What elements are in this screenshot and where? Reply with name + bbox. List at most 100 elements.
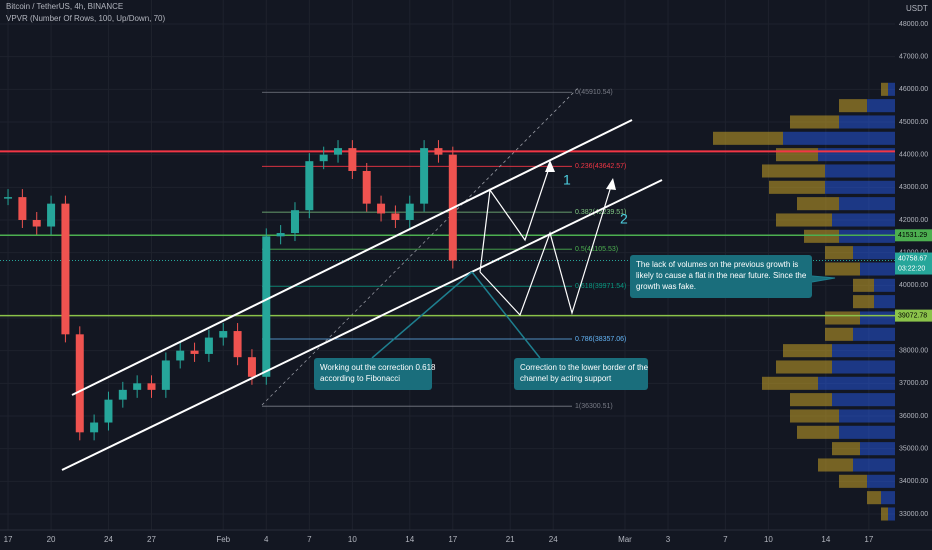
- volume-down: [839, 409, 895, 423]
- price-badge: [895, 309, 932, 322]
- candle: [319, 154, 328, 162]
- y-tick-label: 48000.00: [899, 21, 928, 28]
- volume-up: [783, 344, 832, 358]
- wave-label: 2: [620, 211, 628, 227]
- candle: [247, 357, 256, 377]
- candle: [420, 148, 429, 204]
- volume-down: [839, 115, 895, 129]
- volume-down: [839, 229, 895, 243]
- volume-up: [825, 262, 860, 276]
- x-tick-label: 14: [821, 535, 830, 544]
- callout-line: [371, 271, 473, 359]
- note-text: according to Fibonacci: [320, 374, 400, 383]
- volume-up: [839, 474, 867, 488]
- volume-up: [881, 507, 888, 521]
- arrow-head: [606, 178, 616, 190]
- fib-label: 0.786(38357.06): [575, 336, 626, 343]
- x-tick-label: 10: [348, 535, 357, 544]
- volume-up: [804, 229, 839, 243]
- volume-up: [769, 180, 825, 194]
- volume-down: [874, 295, 895, 309]
- volume-down: [839, 425, 895, 439]
- x-tick-label: Feb: [216, 535, 230, 544]
- time-axis: [0, 530, 932, 550]
- y-tick-label: 42000.00: [899, 217, 928, 224]
- note-text: Working out the correction 0.618: [320, 363, 436, 372]
- volume-up: [818, 458, 853, 472]
- volume-up: [825, 311, 860, 325]
- volume-up: [790, 409, 839, 423]
- x-tick-label: 24: [104, 535, 113, 544]
- candle: [133, 383, 142, 390]
- volume-up: [867, 491, 881, 505]
- callout-pointer: [811, 275, 836, 283]
- volume-down: [853, 327, 895, 341]
- countdown: 03:22:20: [898, 265, 925, 272]
- y-tick-label: 44000.00: [899, 151, 928, 158]
- candle: [348, 148, 357, 171]
- note-text: The lack of volumes on the previous grow…: [636, 260, 798, 269]
- x-tick-label: 17: [4, 535, 13, 544]
- candle: [190, 350, 199, 354]
- volume-down: [825, 164, 895, 178]
- callout-line: [471, 271, 541, 359]
- volume-up: [839, 99, 867, 113]
- volume-profile: [713, 82, 895, 521]
- volume-down: [888, 82, 895, 96]
- volume-up: [825, 327, 853, 341]
- x-tick-label: 3: [666, 535, 671, 544]
- candle: [18, 197, 27, 220]
- note-box: [314, 358, 432, 390]
- volume-up: [853, 278, 874, 292]
- volume-down: [867, 474, 895, 488]
- x-tick-label: 20: [47, 535, 56, 544]
- candle: [233, 331, 242, 358]
- y-tick-label: 34000.00: [899, 478, 928, 485]
- volume-down: [832, 360, 895, 374]
- volume-up: [797, 197, 839, 211]
- candle: [405, 203, 414, 220]
- candle: [262, 236, 271, 377]
- y-tick-label: 38000.00: [899, 347, 928, 354]
- volume-down: [825, 180, 895, 194]
- x-tick-label: 21: [506, 535, 515, 544]
- y-tick-label: 45000.00: [899, 119, 928, 126]
- candle: [276, 233, 285, 237]
- volume-down: [783, 131, 895, 145]
- volume-down: [860, 311, 895, 325]
- candle: [434, 148, 443, 155]
- volume-down: [853, 458, 895, 472]
- candle: [204, 337, 213, 354]
- x-tick-label: 4: [264, 535, 269, 544]
- volume-down: [867, 99, 895, 113]
- x-tick-label: 24: [549, 535, 558, 544]
- candle: [161, 360, 170, 390]
- note-text: likely to cause a flat in the near futur…: [636, 271, 807, 280]
- y-tick-label: 33000.00: [899, 511, 928, 518]
- candle: [176, 350, 185, 361]
- y-tick-label: 46000.00: [899, 86, 928, 93]
- candle: [362, 170, 371, 204]
- candle: [305, 161, 314, 211]
- x-tick-label: 10: [764, 535, 773, 544]
- candle: [290, 210, 299, 234]
- volume-down: [818, 148, 895, 162]
- candle: [377, 203, 386, 214]
- candle: [75, 334, 84, 433]
- volume-up: [790, 115, 839, 129]
- price-badge-label: 41531.29: [898, 232, 927, 239]
- candle: [147, 383, 156, 390]
- fib-label: 0.236(43642.57): [575, 163, 626, 170]
- last-price-label: 40758.67: [898, 255, 927, 262]
- candle: [47, 203, 56, 227]
- arrow-head: [545, 160, 555, 172]
- x-tick-label: 7: [723, 535, 728, 544]
- wave-label: 1: [563, 172, 571, 188]
- volume-up: [762, 164, 825, 178]
- volume-up: [832, 442, 860, 456]
- candle: [219, 331, 228, 338]
- note-box: [630, 255, 812, 298]
- volume-up: [825, 246, 853, 260]
- candle: [334, 148, 343, 155]
